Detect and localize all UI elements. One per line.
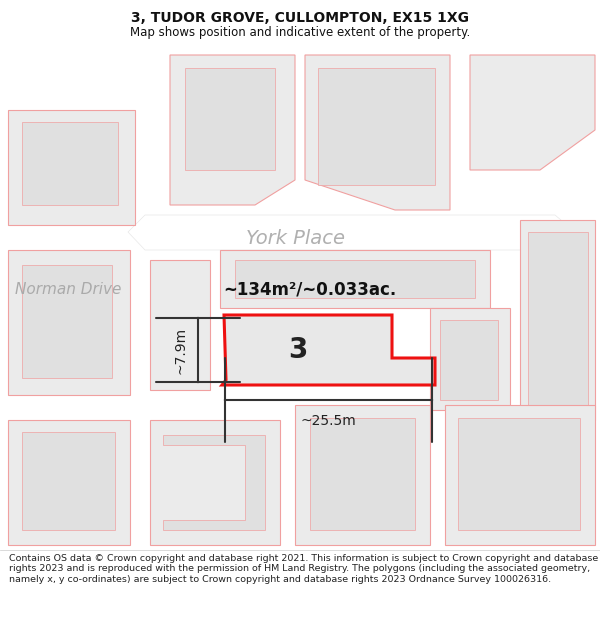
Text: York Place: York Place: [245, 229, 344, 248]
Text: ~134m²/~0.033ac.: ~134m²/~0.033ac.: [223, 281, 397, 299]
Text: ~7.9m: ~7.9m: [174, 326, 188, 374]
Polygon shape: [128, 215, 575, 250]
Polygon shape: [8, 110, 135, 225]
Polygon shape: [22, 432, 115, 530]
Polygon shape: [150, 260, 210, 390]
Polygon shape: [445, 405, 595, 545]
Text: Contains OS data © Crown copyright and database right 2021. This information is : Contains OS data © Crown copyright and d…: [9, 554, 598, 584]
Polygon shape: [170, 55, 295, 205]
Text: ~25.5m: ~25.5m: [301, 414, 356, 428]
Polygon shape: [22, 122, 118, 205]
Polygon shape: [235, 260, 475, 298]
Polygon shape: [8, 250, 130, 395]
Polygon shape: [430, 308, 510, 410]
Polygon shape: [163, 435, 265, 530]
Text: Norman Drive: Norman Drive: [15, 282, 121, 298]
Polygon shape: [222, 315, 435, 385]
Polygon shape: [310, 418, 415, 530]
Polygon shape: [295, 405, 430, 545]
Polygon shape: [470, 55, 595, 170]
Polygon shape: [0, 50, 145, 270]
Polygon shape: [22, 265, 112, 378]
Polygon shape: [145, 50, 600, 220]
Polygon shape: [458, 418, 580, 530]
Polygon shape: [440, 320, 498, 400]
Polygon shape: [305, 55, 450, 210]
Polygon shape: [8, 420, 130, 545]
Text: 3, TUDOR GROVE, CULLOMPTON, EX15 1XG: 3, TUDOR GROVE, CULLOMPTON, EX15 1XG: [131, 11, 469, 25]
Polygon shape: [150, 420, 280, 545]
Polygon shape: [318, 68, 435, 185]
Text: 3: 3: [289, 336, 308, 364]
Polygon shape: [520, 220, 595, 420]
Text: Map shows position and indicative extent of the property.: Map shows position and indicative extent…: [130, 26, 470, 39]
Polygon shape: [220, 250, 490, 308]
Polygon shape: [528, 232, 588, 408]
Polygon shape: [185, 68, 275, 170]
